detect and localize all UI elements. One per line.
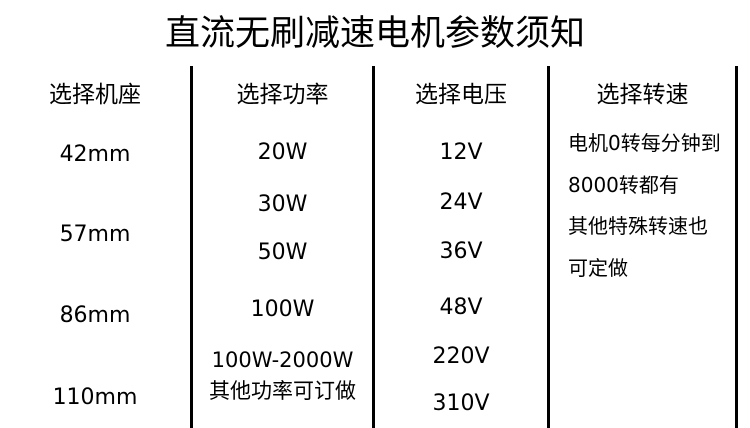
cell-voltage-3: 48V [439, 295, 483, 320]
column-divider-3 [547, 66, 550, 428]
cell-frame-size-3: 110mm [52, 385, 138, 410]
cell-power-1: 30W [257, 192, 308, 217]
cell-power-2: 50W [257, 240, 308, 265]
cell-power-5: 其他功率可订做 [209, 379, 356, 403]
column-header-frame-size: 选择机座 [49, 82, 141, 108]
cell-power-3: 100W [250, 297, 315, 322]
cell-frame-size-0: 42mm [59, 142, 131, 167]
cell-frame-size-2: 86mm [59, 303, 131, 328]
column-divider-2 [372, 66, 375, 428]
column-voltage: 选择电压 12V 24V 36V 48V 220V 310V [375, 0, 547, 428]
cell-speed-line-1: 8000转都有 [568, 173, 679, 197]
page-title: 直流无刷减速电机参数须知 [164, 14, 585, 54]
cell-voltage-2: 36V [439, 239, 483, 264]
column-divider-1 [190, 66, 193, 428]
column-speed: 选择转速 电机0转每分钟到 8000转都有 其他特殊转速也 可定做 [550, 0, 735, 428]
column-header-power: 选择功率 [236, 82, 329, 108]
column-power: 选择功率 20W 30W 50W 100W 100W-2000W 其他功率可订做 [193, 0, 372, 428]
column-header-voltage: 选择电压 [415, 82, 507, 108]
column-frame-size: 选择机座 42mm 57mm 86mm 110mm [0, 0, 190, 428]
column-header-speed: 选择转速 [596, 82, 689, 108]
cell-voltage-5: 310V [432, 391, 490, 416]
cell-speed-line-2: 其他特殊转速也 [568, 214, 708, 238]
column-divider-4 [735, 66, 738, 428]
cell-speed-line-0: 电机0转每分钟到 [568, 131, 721, 155]
cell-voltage-1: 24V [439, 190, 483, 215]
cell-power-0: 20W [257, 140, 308, 165]
cell-speed-line-3: 可定做 [568, 256, 628, 280]
cell-voltage-0: 12V [439, 140, 483, 165]
cell-voltage-4: 220V [432, 344, 490, 369]
cell-power-4: 100W-2000W [211, 348, 354, 372]
cell-frame-size-1: 57mm [59, 222, 131, 247]
